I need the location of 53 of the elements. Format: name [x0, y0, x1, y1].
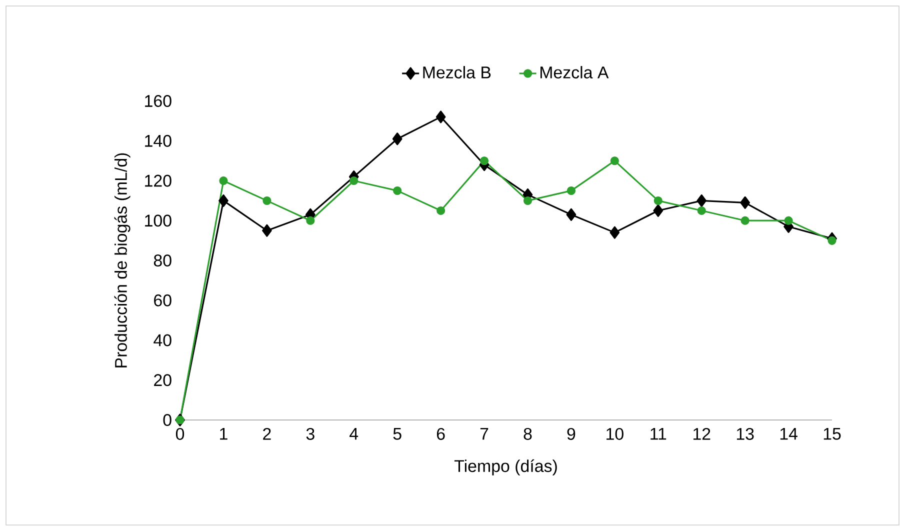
point — [392, 132, 402, 146]
x-tick-label: 11 — [650, 428, 666, 440]
point — [610, 156, 619, 166]
point — [393, 186, 402, 196]
x-tick-label: 14 — [780, 428, 798, 440]
y-axis-title: Producción de biogás (mL/d) — [114, 153, 130, 368]
x-tick-label: 7 — [480, 428, 488, 440]
y-tick-label: 100 — [145, 214, 172, 227]
x-tick-label: 3 — [306, 428, 314, 440]
y-tick-label: 140 — [145, 134, 172, 147]
y-tick-label: 80 — [154, 254, 172, 266]
point — [218, 194, 228, 207]
y-tick-label: 120 — [145, 174, 172, 187]
point — [740, 216, 750, 225]
x-axis-title: Tiempo (días) — [454, 459, 557, 476]
x-tick-label: 4 — [350, 428, 358, 440]
y-tick-label: 60 — [154, 294, 172, 306]
point — [828, 236, 836, 245]
point — [262, 224, 272, 237]
point — [610, 226, 620, 239]
x-tick-label: 6 — [436, 428, 445, 440]
point — [653, 204, 664, 217]
point — [697, 206, 706, 215]
x-tick-label: 2 — [263, 428, 271, 440]
point — [219, 176, 228, 186]
legend-label: Mezcla B — [423, 66, 491, 78]
point — [696, 194, 707, 207]
point — [523, 196, 532, 205]
x-tick-label: 8 — [524, 428, 532, 440]
legend-label: Mezcla A — [540, 66, 609, 78]
point — [306, 216, 315, 225]
y-tick-label: 160 — [145, 94, 172, 107]
y-tick-label: 40 — [154, 334, 172, 346]
x-tick-label: 9 — [567, 428, 576, 440]
x-tick-label: 13 — [736, 428, 754, 440]
point — [436, 206, 446, 215]
point — [480, 156, 489, 166]
point — [262, 196, 272, 205]
point — [654, 196, 662, 205]
point — [566, 208, 576, 221]
x-tick-label: 1 — [220, 428, 228, 440]
point — [784, 216, 793, 225]
point — [436, 110, 446, 124]
point — [740, 196, 750, 209]
point — [566, 186, 576, 196]
x-tick-label: 15 — [824, 428, 841, 440]
point — [350, 176, 358, 186]
x-tick-label: 12 — [693, 428, 710, 440]
x-tick-label: 5 — [393, 428, 402, 440]
y-tick-label: 0 — [163, 414, 172, 426]
x-tick-label: 0 — [176, 428, 184, 440]
x-tick-label: 10 — [606, 428, 624, 440]
y-tick-label: 20 — [154, 374, 172, 386]
